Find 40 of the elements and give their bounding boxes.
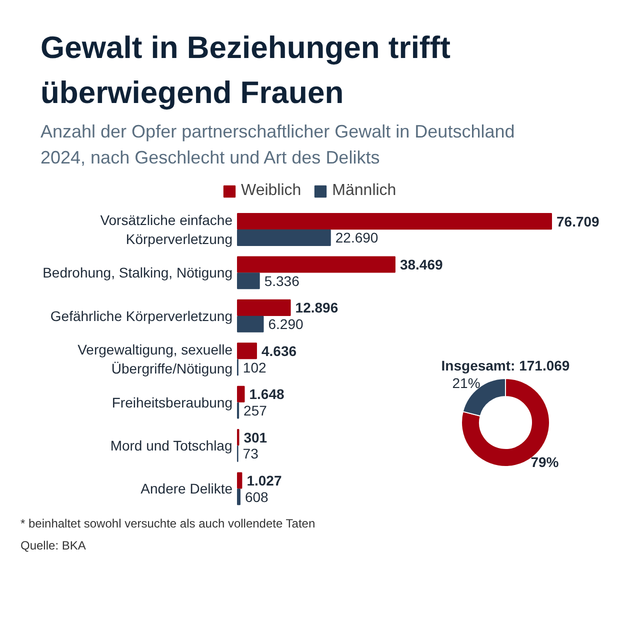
data-label: 21% — [452, 374, 480, 391]
data-label: 4.636 — [261, 342, 297, 359]
bar — [237, 272, 260, 290]
legend-label: Weiblich — [241, 182, 302, 200]
data-label: 5.336 — [264, 272, 300, 289]
data-label: 6.290 — [268, 316, 304, 332]
data-label: 102 — [242, 359, 266, 376]
bar — [237, 213, 552, 230]
data-label: 1.027 — [246, 472, 282, 488]
bar — [237, 229, 331, 246]
data-label: 38.469 — [400, 256, 444, 272]
y-tick-label: Vorsätzliche einfache Körperverletzung — [100, 212, 233, 248]
data-label: 76.709 — [556, 213, 600, 230]
bar — [237, 256, 396, 273]
y-tick-label: Mord und Totschlag — [110, 438, 232, 454]
data-label: 12.896 — [295, 300, 338, 316]
chart-subtitle: Anzahl der Opfer partnerschaftlicher Gewalt in Deutschland 2024, nach Geschlecht und Art des Delikts — [40, 122, 515, 168]
y-tick-label: Andere Delikte — [140, 480, 233, 497]
bar — [237, 299, 291, 316]
y-tick-label: Freiheitsberaubung — [112, 394, 233, 410]
bar — [237, 488, 240, 506]
y-tick-label: Gefährliche Körperverletzung — [50, 308, 233, 324]
text: * beinhaltet sowohl versuchte als auch vollendete Taten — [20, 516, 316, 530]
bar — [237, 342, 257, 360]
source-note: Quelle: BKA — [20, 538, 86, 552]
legend-label: Männlich — [332, 182, 396, 200]
bar — [237, 386, 245, 402]
y-tick-label: Bedrohung, Stalking, Nötigung — [42, 264, 233, 281]
data-label: 79% — [530, 454, 560, 470]
data-label: 608 — [244, 488, 269, 505]
data-label: 301 — [244, 429, 268, 446]
data-label: 73 — [242, 446, 259, 462]
data-label: 257 — [244, 402, 268, 419]
data-label: 22.690 — [335, 230, 378, 246]
chart-title: Gewalt in Beziehungen trifft überwiegend Frauen — [40, 30, 450, 110]
chart-title: Insgesamt: 171.069 — [441, 358, 570, 374]
data-label: 1.648 — [249, 386, 284, 402]
bar — [237, 316, 264, 332]
bar — [237, 472, 242, 489]
y-tick-label: Vergewaltigung, sexuelle Übergriffe/Nötigung — [78, 342, 233, 377]
